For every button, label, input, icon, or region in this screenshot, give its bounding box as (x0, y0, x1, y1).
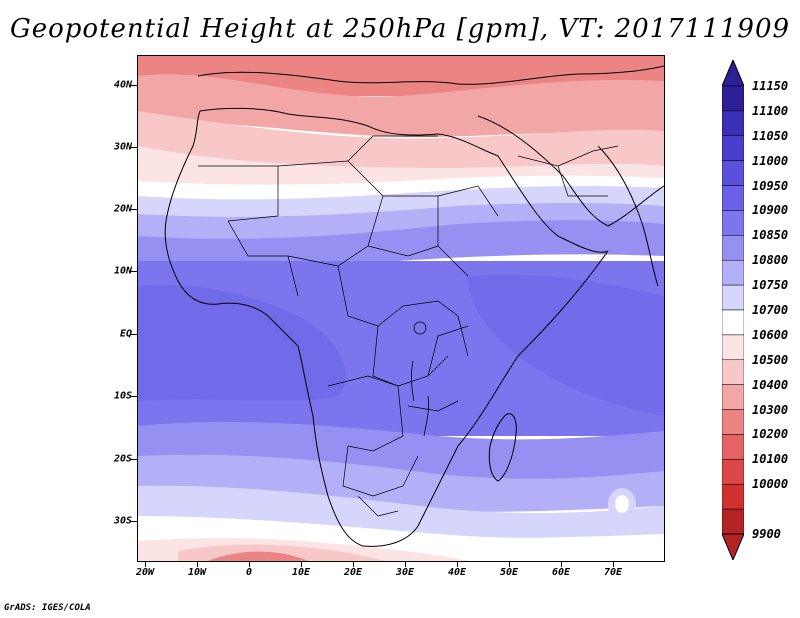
y-tick-30n (131, 147, 137, 148)
y-label-40n: 40N (113, 79, 132, 91)
europe-coastline (197, 65, 664, 85)
colorbar-segment (722, 259, 744, 286)
y-tick-10s (131, 396, 137, 397)
colorbar-segment (722, 85, 744, 112)
y-label-30s: 30S (113, 515, 132, 527)
colorbar-label: 10400 (752, 377, 789, 392)
colorbar-label: 10000 (752, 477, 789, 492)
africa-coastline (164, 107, 609, 547)
y-tick-20s (131, 459, 137, 460)
colorbar-segment (722, 434, 744, 460)
geopotential-map (138, 56, 664, 561)
y-label-10s: 10S (113, 390, 132, 402)
x-tick-60e (561, 562, 562, 567)
x-label-20w: 20W (135, 567, 155, 578)
y-tick-40n (131, 85, 137, 86)
country-borders (198, 135, 619, 517)
colorbar-label: 11000 (752, 153, 789, 168)
colorbar-segment (722, 160, 744, 186)
x-tick-70e (613, 562, 614, 567)
y-tick-10n (131, 271, 137, 272)
colorbar-bottom-triangle (722, 533, 744, 560)
colorbar (722, 60, 744, 560)
map-panel (137, 55, 665, 562)
band-red-south (208, 551, 308, 561)
colorbar-segment (722, 508, 744, 535)
x-label-50e: 50E (499, 567, 519, 578)
colorbar-segment (722, 384, 744, 410)
y-label-20n: 20N (113, 203, 132, 215)
y-tick-30s (131, 521, 137, 522)
coastlines (164, 65, 664, 547)
lakes (411, 321, 429, 437)
colorbar-segment (722, 459, 744, 485)
x-label-70e: 70E (603, 567, 623, 578)
band-pale-blue-north (138, 186, 664, 218)
arabia-coastline (477, 115, 664, 227)
colorbar-label: 10700 (752, 303, 789, 317)
colorbar-segment (722, 284, 744, 311)
y-tick-eq (131, 334, 137, 335)
x-tick-50e (509, 562, 510, 567)
tropics-darker-patch-west (138, 285, 346, 401)
colorbar-segment (722, 135, 744, 161)
x-label-60e: 60E (551, 567, 571, 578)
x-label-20e: 20E (343, 567, 363, 578)
tropics-darker-patch-east (468, 275, 664, 416)
colorbar-segment (722, 483, 744, 510)
y-label-eq: EQ (119, 328, 132, 340)
band-north-red (138, 74, 664, 138)
colorbar-label: 10500 (752, 352, 789, 367)
colorbar-segment (722, 210, 744, 236)
colorbar-top-triangle (722, 60, 744, 87)
colorbar-label: 11100 (752, 103, 789, 118)
colorbar-label: 10200 (752, 427, 789, 442)
map-title: Geopotential Height at 250hPa [gpm], VT:… (9, 14, 791, 44)
y-tick-20n (131, 209, 137, 210)
colorbar-label: 10800 (752, 253, 789, 268)
madagascar-coastline (488, 413, 517, 482)
x-tick-20e (353, 562, 354, 567)
y-label-20s: 20S (113, 453, 132, 465)
colorbar-label: 9900 (752, 527, 781, 541)
y-label-30n: 30N (113, 141, 132, 153)
colorbar-segments (722, 85, 744, 535)
colorbar-label: 10300 (752, 402, 789, 417)
y-label-10n: 10N (113, 265, 132, 277)
colorbar-label: 10950 (752, 178, 789, 193)
colorbar-label: 11050 (752, 128, 789, 143)
colorbar-segment (722, 110, 744, 137)
colorbar-segment (722, 359, 744, 385)
x-label-10e: 10E (291, 567, 311, 578)
band-light-blue-north (138, 202, 664, 242)
india-coastline (597, 145, 659, 287)
colorbar-segment (722, 235, 744, 261)
colorbar-segment (722, 409, 744, 435)
colorbar-label: 10750 (752, 278, 789, 293)
x-label-40e: 40E (447, 567, 467, 578)
colorbar-label: 10900 (752, 203, 789, 218)
grads-credit: GrADS: IGES/COLA (4, 603, 91, 613)
colorbar-label: 10600 (752, 327, 789, 342)
x-label-0: 0 (245, 567, 253, 578)
x-tick-10w (197, 562, 198, 567)
x-tick-30e (405, 562, 406, 567)
x-label-10w: 10W (187, 567, 207, 578)
x-tick-10e (301, 562, 302, 567)
x-tick-40e (457, 562, 458, 567)
colorbar-segment (722, 334, 744, 361)
band-white-north (138, 175, 664, 201)
x-label-30e: 30E (395, 567, 415, 578)
colorbar-label: 10100 (752, 452, 789, 467)
x-tick-0 (249, 562, 250, 567)
white-blob-southeast (615, 495, 629, 513)
x-tick-20w (145, 562, 146, 567)
colorbar-label: 10850 (752, 228, 789, 243)
colorbar-label: 11150 (752, 79, 789, 93)
colorbar-segment (722, 185, 744, 211)
colorbar-segment (722, 309, 744, 336)
